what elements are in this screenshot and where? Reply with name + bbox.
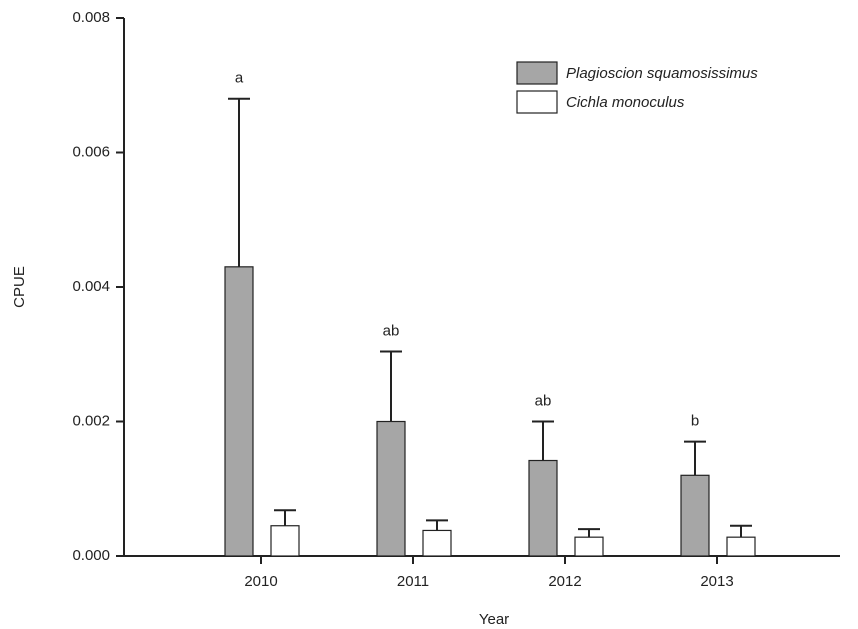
legend-swatch — [516, 61, 558, 85]
x-tick-label: 2011 — [397, 573, 429, 590]
annotation: b — [691, 413, 699, 430]
annotation: ab — [535, 392, 552, 409]
x-tick-label: 2013 — [700, 573, 733, 590]
x-tick-label: 2012 — [548, 573, 581, 590]
annotation: ab — [383, 323, 400, 340]
bar — [422, 529, 452, 557]
y-axis-label: CPUE — [11, 266, 28, 308]
bar — [574, 536, 604, 557]
bar — [376, 420, 406, 557]
legend-label: Cichla monoculus — [566, 94, 685, 111]
y-tick-label: 0.002 — [72, 412, 110, 429]
bar — [270, 525, 300, 557]
y-tick-label: 0.006 — [72, 143, 110, 160]
y-tick-label: 0.004 — [72, 278, 110, 295]
bar — [224, 266, 254, 557]
x-axis-label: Year — [479, 611, 509, 628]
bar — [726, 536, 756, 557]
x-tick-label: 2010 — [244, 573, 277, 590]
y-tick-label: 0.000 — [72, 547, 110, 564]
y-tick-label: 0.008 — [72, 9, 110, 26]
bar — [528, 459, 558, 557]
legend-swatch — [516, 90, 558, 114]
bar — [680, 474, 710, 557]
legend-label: Plagioscion squamosissimus — [566, 65, 758, 82]
annotation: a — [235, 70, 244, 87]
